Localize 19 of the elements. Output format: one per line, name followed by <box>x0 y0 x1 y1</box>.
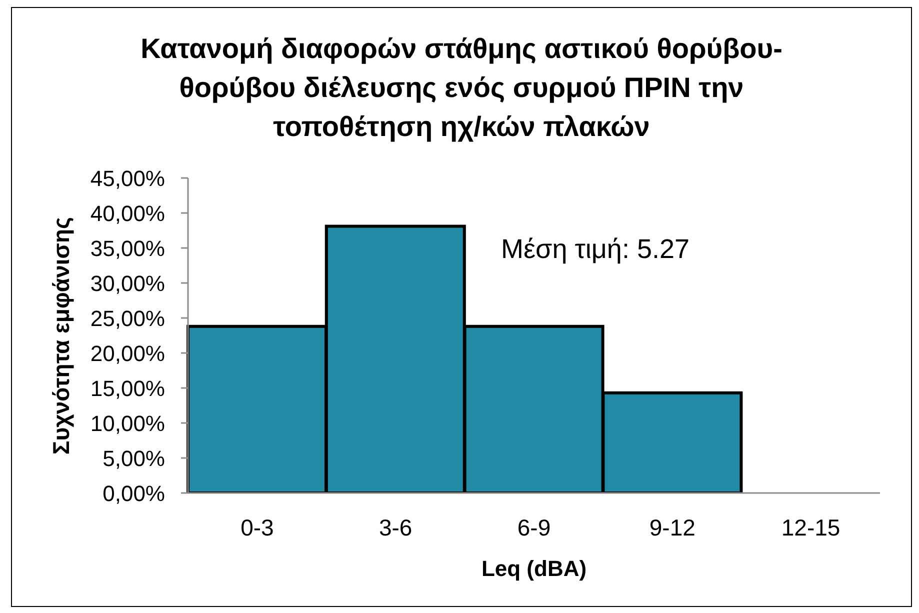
x-tick-label: 0-3 <box>240 514 274 540</box>
annotation: Μέση τιμή: 5.27 <box>501 234 690 264</box>
y-tick-label: 10,00% <box>90 410 165 436</box>
y-tick-label: 35,00% <box>90 236 165 261</box>
y-tick-label: 5,00% <box>102 446 165 471</box>
y-tick-label: 15,00% <box>90 376 165 401</box>
x-tick-label: 12-15 <box>781 514 840 540</box>
x-axis-title: Leq (dBA) <box>481 556 587 581</box>
y-tick-label: 25,00% <box>90 306 165 331</box>
y-tick-label: 30,00% <box>90 270 165 296</box>
x-tick-label: 6-9 <box>517 514 551 540</box>
y-tick-label: 0,00% <box>102 480 165 506</box>
y-tick-label: 40,00% <box>90 200 165 226</box>
y-axis-title: Συχνότητα εμφάνισης <box>48 216 75 454</box>
x-tick-label: 9-12 <box>649 514 696 540</box>
y-tick-label: 45,00% <box>90 166 165 191</box>
y-tick-label: 20,00% <box>90 340 165 366</box>
x-tick-label: 3-6 <box>378 514 412 540</box>
chart-title: Κατανομή διαφορών στάθμης αστικού θορύβου-θορύβου διέλευσης ενός συρμού ΠΡΙΝ την τοποθέτηση ηχ/κών πλακών <box>140 32 784 144</box>
